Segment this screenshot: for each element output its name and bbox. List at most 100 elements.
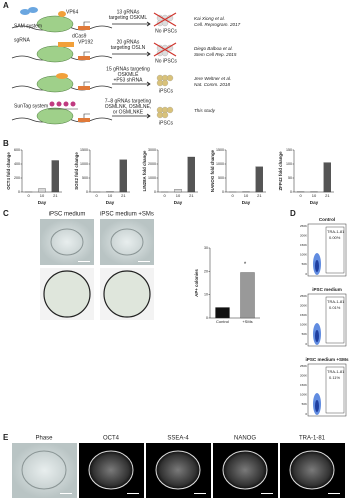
- panel-c: iPSC medium iPSC medium +SMs 0 10 20 30 Contro…: [40, 212, 260, 324]
- y-tick-label: 100K: [300, 323, 307, 327]
- grna-text: targeting OSKML: [109, 15, 148, 21]
- result-label: iPSCs: [159, 88, 173, 94]
- vp: [58, 11, 66, 17]
- cas9: [36, 107, 74, 125]
- arrow-small: [83, 51, 90, 56]
- panel-label: A: [3, 1, 9, 10]
- gate-percent: 0.11%: [329, 375, 340, 380]
- panel-label: C: [3, 209, 9, 218]
- y-tick-label: 150K: [300, 383, 307, 387]
- x-axis-label: Day: [310, 200, 319, 205]
- gate: [325, 296, 345, 344]
- y-tick-label: 20: [204, 269, 208, 273]
- cas9: [36, 75, 74, 93]
- x-axis-label: Day: [106, 200, 115, 205]
- grna-text: targeting OSLN: [111, 45, 146, 51]
- grna-text: OSKMLE: [118, 72, 140, 78]
- gate-label: TRA-1-81: [327, 369, 345, 374]
- y-tick-label: 1000: [148, 176, 156, 180]
- suntag: [49, 101, 55, 107]
- y-tick-label: 1000: [216, 162, 224, 166]
- x-tick-label: 10: [176, 193, 181, 198]
- plot-title: iPSC medium +SMs: [305, 357, 348, 362]
- y-tick-label: 200K: [300, 373, 307, 377]
- cas9: [36, 15, 74, 33]
- cell: [166, 106, 174, 114]
- citation: Stem Cell Rep. 2015: [194, 52, 237, 57]
- arrow-small: [83, 81, 90, 86]
- citation: Cell. Reprogram. 2017: [194, 22, 241, 27]
- grna-text: or OSMLNKE: [113, 109, 144, 115]
- grna-text: 15 gRNAs targeting: [106, 66, 150, 72]
- micrograph: [100, 219, 154, 265]
- colony: [155, 450, 201, 490]
- y-tick-label: 0: [305, 412, 307, 416]
- y-tick-label: 200K: [300, 303, 307, 307]
- bar: [240, 272, 255, 319]
- x-tick-label: 21: [121, 193, 126, 198]
- part-label: VP64: [66, 9, 78, 15]
- gate: [325, 366, 345, 414]
- arrow: [112, 51, 151, 57]
- x-axis-label: Day: [242, 200, 251, 205]
- y-tick-label: 400: [14, 162, 20, 166]
- citation: This study: [194, 108, 216, 113]
- arrow-small: [83, 113, 90, 118]
- gate-label: TRA-1-81: [327, 299, 345, 304]
- image-title: iPSC medium: [49, 212, 86, 218]
- y-tick-label: 0: [290, 190, 292, 194]
- population-core: [315, 330, 319, 342]
- y-axis-label: AP+ colonies: [194, 269, 199, 297]
- cas9: [36, 45, 74, 63]
- x-tick-label: 0: [96, 193, 99, 198]
- suntag: [63, 101, 69, 107]
- image-title: OCT4: [103, 436, 120, 442]
- y-tick-label: 50K: [302, 402, 307, 406]
- x-axis-label: Day: [174, 200, 183, 205]
- x-tick-label: Control: [216, 319, 229, 324]
- image-title: Phase: [35, 436, 53, 442]
- y-tick-label: 1500: [216, 148, 224, 152]
- citation: Kai Xiong et al.: [194, 16, 225, 21]
- gate: [325, 226, 345, 274]
- suntag: [56, 101, 62, 107]
- colony: [21, 450, 67, 490]
- cell: [161, 79, 169, 87]
- scale-bar: [328, 493, 340, 494]
- grna-text: 7–8 gRNAs targeting: [105, 98, 152, 104]
- gate-percent: 0.00%: [329, 235, 341, 240]
- y-tick-label: 0: [222, 190, 224, 194]
- x-tick-label: 21: [257, 193, 262, 198]
- gate-percent: 0.01%: [329, 305, 341, 310]
- bar: [174, 189, 182, 193]
- y-tick-label: 2000: [148, 162, 156, 166]
- result-label: iPSCs: [159, 120, 173, 126]
- x-tick-label: 0: [300, 193, 303, 198]
- system-label: SAM system: [14, 23, 42, 29]
- y-tick-label: 0: [18, 190, 20, 194]
- x-tick-label: 0: [232, 193, 235, 198]
- system-label: SunTag system: [14, 103, 48, 109]
- x-tick-label: 10: [244, 193, 249, 198]
- bar: [119, 159, 127, 193]
- y-tick-label: 3000: [148, 148, 156, 152]
- y-tick-label: 50: [288, 176, 292, 180]
- grna-text: 13 gRNAs: [117, 9, 140, 15]
- image-title: TRA-1-81: [299, 436, 326, 442]
- image-title: NANOG: [234, 436, 256, 442]
- colony: [289, 450, 335, 490]
- bar: [255, 166, 263, 193]
- cell: [161, 111, 169, 119]
- grna-text: +P53 shRNA: [113, 77, 143, 83]
- suntag: [70, 101, 76, 107]
- scale-bar: [261, 493, 273, 494]
- gate-label: TRA-1-81: [327, 229, 345, 234]
- citation: Nat. Comm. 2018: [194, 82, 230, 87]
- cross: [153, 42, 177, 57]
- colony: [110, 228, 144, 256]
- bar: [215, 307, 230, 319]
- y-tick-label: 500: [218, 176, 224, 180]
- x-tick-label: 10: [40, 193, 45, 198]
- y-axis-label: ZFP42 fold change: [278, 151, 283, 191]
